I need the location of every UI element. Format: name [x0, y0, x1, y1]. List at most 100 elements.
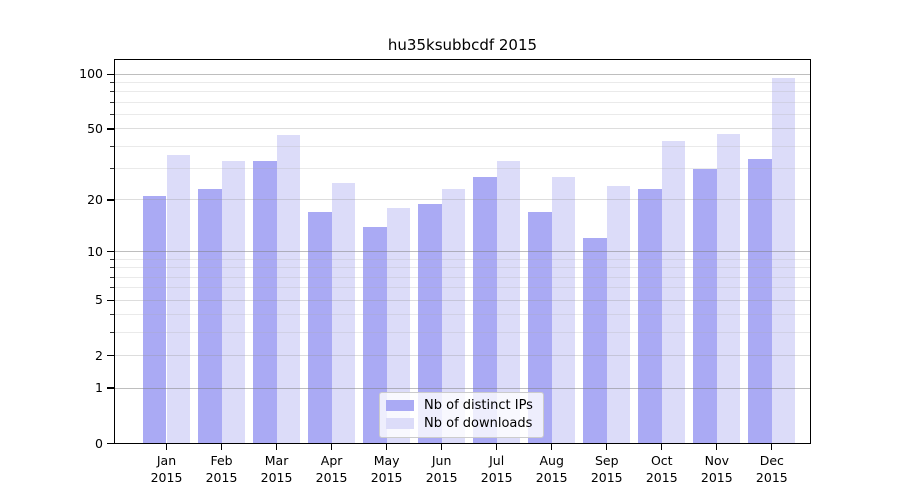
gridline-minor: [114, 332, 811, 334]
bar-nb-of-distinct-ips-sep: [583, 238, 607, 444]
x-tick-mark: [441, 443, 443, 450]
x-tick-mark: [551, 443, 553, 450]
x-tick-year: 2015: [755, 470, 788, 485]
y-tick-mark: [107, 354, 114, 357]
bar-nb-of-distinct-ips-jan: [143, 196, 167, 444]
gridline-minor: [114, 91, 811, 93]
y-tick-minor-mark: [110, 101, 114, 103]
legend-item-distinct-ips: Nb of distinct IPs: [385, 397, 537, 414]
bar-nb-of-downloads-sep: [606, 185, 631, 444]
x-tick-mark: [771, 443, 773, 450]
x-tick-year: 2015: [590, 470, 623, 485]
gridline-minor: [114, 267, 811, 269]
y-tick-minor-mark: [110, 267, 114, 269]
legend-item-downloads: Nb of downloads: [385, 415, 537, 432]
bar-nb-of-downloads-may: [386, 207, 410, 444]
bar-nb-of-downloads-dec: [771, 78, 796, 444]
bar-nb-of-distinct-ips-mar: [253, 161, 277, 444]
gridline-major: [114, 73, 811, 75]
x-tick-mark: [330, 443, 333, 450]
x-tick-mark: [220, 443, 223, 450]
y-tick-mark: [107, 387, 114, 389]
bar-nb-of-distinct-ips-apr: [308, 212, 332, 444]
bar-nb-of-distinct-ips-feb: [198, 189, 222, 444]
x-tick-label-jul: Jul 2015: [467, 452, 527, 486]
bar-nb-of-distinct-ips-may: [363, 226, 387, 444]
bar-nb-of-downloads-mar: [276, 135, 300, 444]
y-tick-label: 2: [95, 347, 103, 363]
y-tick-minor-mark: [110, 332, 114, 334]
y-tick-label: 50: [87, 120, 103, 136]
x-tick-year: 2015: [315, 470, 348, 485]
x-tick-label-nov: Nov 2015: [687, 452, 747, 486]
x-tick-year: 2015: [645, 470, 678, 485]
gridline-major: [114, 387, 811, 389]
x-tick-year: 2015: [370, 470, 403, 485]
chart-title: hu35ksubbcdf 2015: [387, 36, 538, 54]
y-tick-minor-mark: [110, 258, 114, 260]
x-tick-mark: [496, 443, 498, 450]
gridline-minor: [114, 168, 811, 170]
gridline-sub: [114, 299, 811, 301]
x-tick-label-oct: Oct 2015: [632, 452, 692, 486]
x-tick-year: 2015: [535, 470, 568, 485]
y-tick-label: 100: [79, 66, 103, 82]
legend-label-distinct-ips: Nb of distinct IPs: [424, 398, 533, 413]
x-tick-year: 2015: [425, 470, 458, 485]
y-tick-minor-mark: [110, 168, 114, 170]
gridline-minor: [114, 287, 811, 289]
x-tick-year: 2015: [480, 470, 513, 485]
bar-nb-of-distinct-ips-aug: [528, 212, 552, 444]
y-tick-mark: [107, 299, 114, 301]
y-tick-label: 0: [95, 435, 103, 451]
bar-nb-of-distinct-ips-dec: [748, 159, 772, 444]
bar-nb-of-downloads-jun: [441, 189, 465, 444]
bar-nb-of-downloads-jul: [496, 161, 521, 444]
x-tick-label-aug: Aug 2015: [522, 452, 582, 486]
bar-nb-of-downloads-aug: [551, 176, 576, 444]
gridline-sub: [114, 355, 811, 357]
y-tick-mark: [107, 128, 114, 130]
x-tick-label-mar: Mar 2015: [247, 452, 307, 486]
y-tick-minor-mark: [110, 114, 114, 116]
x-tick-mark: [385, 443, 388, 450]
x-tick-label-apr: Apr 2015: [302, 452, 362, 486]
x-tick-label-jan: Jan 2015: [137, 452, 197, 486]
x-tick-mark: [606, 443, 608, 450]
x-tick-year: 2015: [205, 470, 238, 485]
gridline-major: [114, 251, 811, 253]
y-tick-minor-mark: [110, 145, 114, 147]
gridline-minor: [114, 314, 811, 316]
legend-swatch-downloads: [385, 417, 414, 430]
x-tick-mark: [661, 443, 663, 450]
x-tick-mark: [275, 443, 278, 450]
legend-label-downloads: Nb of downloads: [424, 416, 533, 431]
y-tick-minor-mark: [110, 287, 114, 289]
gridline-minor: [114, 276, 811, 278]
x-tick-year: 2015: [150, 470, 183, 485]
x-tick-label-may: May 2015: [357, 452, 417, 486]
y-tick-label: 5: [95, 292, 103, 308]
gridline-minor: [114, 114, 811, 116]
y-tick-label: 10: [87, 243, 103, 259]
x-tick-label-jun: Jun 2015: [412, 452, 472, 486]
y-tick-mark: [107, 251, 114, 253]
y-tick-mark: [107, 442, 114, 445]
gridline-minor: [114, 258, 811, 260]
bar-nb-of-distinct-ips-nov: [693, 168, 717, 444]
legend-swatch-distinct-ips: [385, 399, 414, 412]
x-tick-label-dec: Dec 2015: [742, 452, 802, 486]
x-tick-label-feb: Feb 2015: [192, 452, 252, 486]
x-tick-year: 2015: [700, 470, 733, 485]
bar-nb-of-downloads-feb: [221, 161, 245, 444]
gridline-sub: [114, 128, 811, 130]
y-tick-minor-mark: [110, 314, 114, 316]
gridline-minor: [114, 145, 811, 147]
bar-nb-of-downloads-oct: [661, 140, 686, 444]
bar-nb-of-downloads-apr: [331, 182, 355, 444]
bar-nb-of-downloads-jan: [166, 154, 190, 444]
y-tick-minor-mark: [110, 82, 114, 84]
bar-nb-of-distinct-ips-oct: [638, 189, 662, 444]
y-tick-label: 20: [87, 191, 103, 207]
